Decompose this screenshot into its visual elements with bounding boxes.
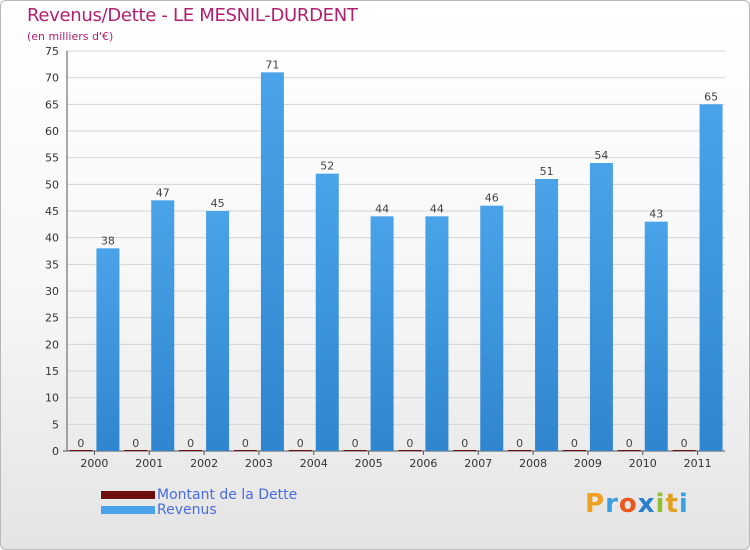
bar-revenue: [96, 248, 120, 451]
x-tick-label: 2005: [355, 457, 383, 470]
x-tick-label: 2000: [80, 457, 108, 470]
bar-revenue: [206, 211, 230, 451]
x-tick-label: 2008: [519, 457, 547, 470]
proxiti-logo: Proxiti: [585, 489, 689, 519]
y-tick-label: 15: [45, 365, 59, 378]
x-tick-label: 2011: [684, 457, 712, 470]
bar-debt: [179, 450, 203, 451]
bar-debt: [398, 450, 422, 451]
data-label-revenue: 44: [375, 202, 389, 215]
data-label-debt: 0: [352, 437, 359, 450]
x-tick-label: 2010: [629, 457, 657, 470]
y-tick-label: 55: [45, 152, 59, 165]
y-tick-label: 35: [45, 258, 59, 271]
logo-letter: i: [655, 489, 666, 519]
data-label-debt: 0: [626, 437, 633, 450]
bar-revenue: [315, 173, 339, 451]
data-label-revenue: 47: [156, 186, 170, 199]
data-label-debt: 0: [681, 437, 688, 450]
y-tick-label: 75: [45, 45, 59, 58]
y-tick-label: 70: [45, 72, 59, 85]
y-tick-label: 0: [52, 445, 59, 458]
x-tick-label: 2003: [245, 457, 273, 470]
bar-revenue: [535, 179, 559, 451]
legend-swatch-revenue: [101, 506, 155, 514]
y-tick-label: 30: [45, 285, 59, 298]
x-tick-label: 2009: [574, 457, 602, 470]
logo-letter: P: [585, 489, 606, 519]
legend-swatch-debt: [101, 491, 155, 499]
bar-revenue: [370, 216, 394, 451]
bar-revenue: [644, 221, 668, 451]
bar-revenue: [260, 72, 284, 451]
bar-revenue: [425, 216, 449, 451]
y-tick-label: 5: [52, 418, 59, 431]
bar-debt: [69, 450, 93, 451]
chart-title: Revenus/Dette - LE MESNIL-DURDENT: [27, 5, 358, 26]
data-label-revenue: 38: [101, 234, 115, 247]
y-tick-label: 50: [45, 178, 59, 191]
bar-revenue: [151, 200, 175, 451]
data-label-revenue: 52: [320, 160, 334, 173]
legend-label-revenue: Revenus: [157, 502, 217, 518]
bar-debt: [233, 450, 257, 451]
chart-subtitle: (en milliers d'€): [27, 30, 114, 43]
x-tick-label: 2004: [300, 457, 328, 470]
bar-debt: [288, 450, 312, 451]
data-label-revenue: 44: [430, 202, 444, 215]
data-label-debt: 0: [571, 437, 578, 450]
y-tick-label: 60: [45, 125, 59, 138]
data-label-revenue: 46: [485, 192, 499, 205]
data-label-revenue: 43: [649, 208, 663, 221]
data-label-revenue: 65: [704, 90, 718, 103]
data-label-debt: 0: [187, 437, 194, 450]
data-label-debt: 0: [406, 437, 413, 450]
data-label-debt: 0: [297, 437, 304, 450]
data-label-revenue: 51: [540, 165, 554, 178]
y-tick-label: 20: [45, 338, 59, 351]
y-tick-label: 25: [45, 312, 59, 325]
bar-debt: [343, 450, 367, 451]
bar-revenue: [480, 205, 504, 451]
bar-debt: [124, 450, 148, 451]
bar-revenue: [589, 163, 613, 451]
bar-debt: [453, 450, 477, 451]
logo-letter: o: [618, 489, 638, 519]
data-label-debt: 0: [77, 437, 84, 450]
x-tick-label: 2007: [464, 457, 492, 470]
logo-letter: r: [605, 489, 619, 519]
data-label-revenue: 45: [211, 197, 225, 210]
bar-debt: [617, 450, 641, 451]
y-tick-label: 40: [45, 232, 59, 245]
logo-letter: t: [665, 489, 679, 519]
logo-letter: i: [678, 489, 689, 519]
data-label-debt: 0: [516, 437, 523, 450]
bar-revenue: [699, 104, 723, 451]
data-label-revenue: 54: [594, 149, 608, 162]
bar-debt: [562, 450, 586, 451]
data-label-revenue: 71: [265, 58, 279, 71]
data-label-debt: 0: [242, 437, 249, 450]
y-tick-label: 65: [45, 98, 59, 111]
y-tick-label: 45: [45, 205, 59, 218]
x-tick-label: 2001: [135, 457, 163, 470]
data-label-debt: 0: [461, 437, 468, 450]
x-tick-label: 2002: [190, 457, 218, 470]
x-tick-label: 2006: [409, 457, 437, 470]
legend-label-debt: Montant de la Dette: [157, 487, 298, 503]
logo-letter: x: [637, 489, 656, 519]
y-tick-label: 10: [45, 392, 59, 405]
data-label-debt: 0: [132, 437, 139, 450]
bar-debt: [508, 450, 532, 451]
bar-debt: [672, 450, 696, 451]
